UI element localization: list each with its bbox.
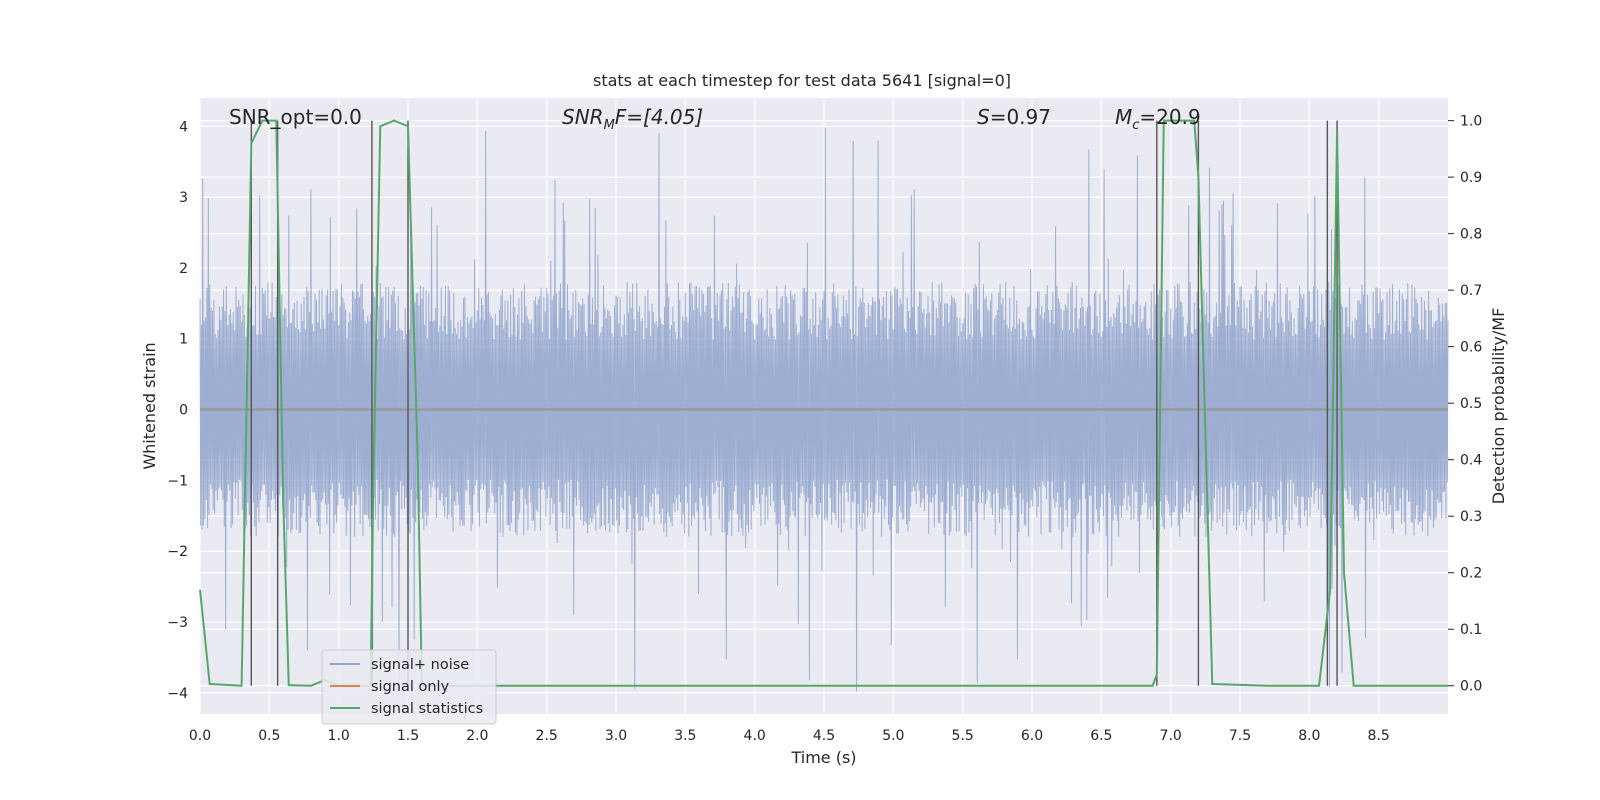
annotation-mc: Mc=20.9 xyxy=(1115,105,1201,133)
y2-tick-label-10: 0.0 xyxy=(1460,679,1482,695)
y2-tick-label-0: 1.0 xyxy=(1460,114,1482,130)
x-tick-label-13: 6.5 xyxy=(1090,728,1112,744)
x-tick-label-8: 4.0 xyxy=(744,728,766,744)
annotation-mc-main: M xyxy=(1115,105,1132,129)
y2-tick-label-4: 0.6 xyxy=(1460,340,1482,356)
y-tick-label-3: 1 xyxy=(179,332,188,348)
x-tick-label-17: 8.5 xyxy=(1368,728,1390,744)
y-tick-label-7: −3 xyxy=(167,615,188,631)
annotation-s-rest: =0.97 xyxy=(990,105,1051,129)
y-axis-ticks: 4 3 2 1 0 −1 −2 −3 −4 xyxy=(167,119,188,701)
y-tick-label-5: −1 xyxy=(167,473,188,489)
x-tick-label-10: 5.0 xyxy=(882,728,904,744)
x-tick-label-0: 0.0 xyxy=(189,728,211,744)
annotation-snr-mf-rest: F=[4.05] xyxy=(615,105,703,129)
y2-tick-label-9: 0.1 xyxy=(1460,622,1482,638)
x-tick-label-6: 3.0 xyxy=(605,728,627,744)
y2-tick-label-1: 0.9 xyxy=(1460,170,1482,186)
y-axis-label: Whitened strain xyxy=(140,342,159,469)
y-tick-label-0: 4 xyxy=(179,119,188,135)
x-tick-label-12: 6.0 xyxy=(1021,728,1043,744)
chart-title: stats at each timestep for test data 564… xyxy=(593,71,1011,90)
y-axis-right-label: Detection probability/MF xyxy=(1489,308,1508,505)
annotation-s-main: S xyxy=(977,105,990,129)
annotation-mc-rest: =20.9 xyxy=(1139,105,1200,129)
annotation-snr-mf: SNRMF=[4.05] xyxy=(562,105,703,133)
x-tick-label-1: 0.5 xyxy=(258,728,280,744)
x-tick-label-4: 2.0 xyxy=(466,728,488,744)
x-tick-label-15: 7.5 xyxy=(1229,728,1251,744)
legend-label-signal-statistics: signal statistics xyxy=(371,701,483,717)
y-tick-label-8: −4 xyxy=(167,686,188,702)
x-tick-label-3: 1.5 xyxy=(397,728,419,744)
annotation-mc-sub: c xyxy=(1132,118,1139,133)
legend-label-signal-only: signal only xyxy=(371,679,450,695)
legend-box xyxy=(321,649,497,725)
y-axis-right-ticks: 1.0 0.9 0.8 0.7 0.6 0.5 0.4 0.3 0.2 0.1 0.0 xyxy=(1448,114,1482,695)
y2-tick-label-3: 0.7 xyxy=(1460,283,1482,299)
y2-tick-label-8: 0.2 xyxy=(1460,566,1482,582)
y-tick-label-6: −2 xyxy=(167,544,188,560)
annotation-snr-opt: SNR_opt=0.0 xyxy=(229,105,362,129)
legend: signal+ noise signal only signal statist… xyxy=(321,649,497,725)
annotation-snr-mf-main: SNR xyxy=(562,105,604,129)
y-tick-label-1: 3 xyxy=(179,190,188,206)
x-tick-label-2: 1.0 xyxy=(328,728,350,744)
legend-label-signal-noise: signal+ noise xyxy=(371,657,469,673)
signal-statistics-line xyxy=(199,119,1448,687)
y-tick-label-2: 2 xyxy=(179,261,188,277)
x-tick-label-14: 7.0 xyxy=(1160,728,1182,744)
annotation-s: S=0.97 xyxy=(977,105,1051,129)
y2-tick-label-7: 0.3 xyxy=(1460,509,1482,525)
y-tick-label-4: 0 xyxy=(179,403,188,419)
annotation-snr-mf-sub: M xyxy=(604,118,615,133)
x-tick-label-11: 5.5 xyxy=(952,728,974,744)
signal-statistics-series xyxy=(199,119,1448,687)
x-tick-label-9: 4.5 xyxy=(813,728,835,744)
x-tick-label-7: 3.5 xyxy=(674,728,696,744)
x-axis-ticks: 0.0 0.5 1.0 1.5 2.0 2.5 3.0 3.5 4.0 4.5 5.0 5.5 6.0 6… xyxy=(189,728,1390,744)
y2-tick-label-6: 0.4 xyxy=(1460,453,1482,469)
x-tick-label-16: 8.0 xyxy=(1298,728,1320,744)
x-tick-label-5: 2.5 xyxy=(536,728,558,744)
y2-tick-label-5: 0.5 xyxy=(1460,396,1482,412)
y2-tick-label-2: 0.8 xyxy=(1460,227,1482,243)
x-axis-label: Time (s) xyxy=(790,748,856,767)
